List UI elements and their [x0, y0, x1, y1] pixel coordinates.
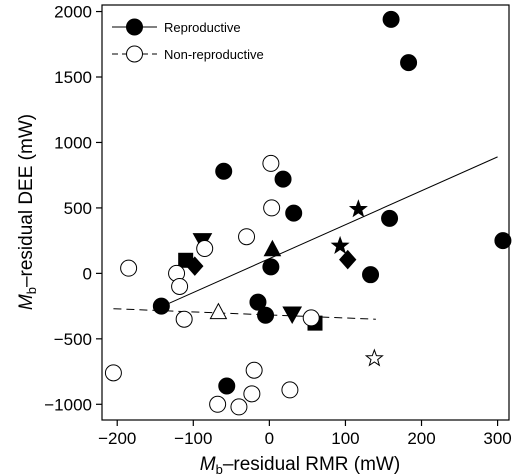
legend-label-reproductive: Reproductive — [164, 20, 241, 35]
data-point-non-reproductive-star — [364, 348, 384, 367]
data-point-reproductive-circle — [494, 232, 512, 250]
data-point-non-reproductive-circle — [171, 277, 189, 295]
data-point-non-reproductive-circle — [238, 228, 256, 246]
data-point-reproductive-star — [330, 235, 350, 254]
data-point-non-reproductive-circle — [281, 381, 299, 399]
plot-frame — [101, 4, 510, 421]
data-point-reproductive-circle — [215, 162, 233, 180]
x-axis-title-rest: –residual RMR (mW) — [223, 454, 400, 475]
data-point-reproductive-circle — [382, 10, 400, 28]
data-point-non-reproductive-circle — [243, 385, 261, 403]
data-point-reproductive-circle — [218, 377, 236, 395]
x-axis: −200 −100 0 100 200 300 — [98, 420, 512, 448]
y-axis-title: Mb–residual DEE (mW) — [16, 114, 39, 310]
data-point-non-reproductive-circle — [104, 364, 122, 382]
data-point-reproductive-circle — [262, 258, 280, 276]
y-axis-title-italic: M — [16, 294, 37, 310]
x-tick-label: 0 — [265, 429, 274, 448]
plot-area — [101, 4, 510, 421]
data-points — [104, 10, 512, 416]
data-point-reproductive-circle — [400, 54, 418, 72]
regression-line-reproductive — [162, 156, 498, 307]
regression-line-non-reproductive — [113, 308, 376, 320]
data-point-reproductive-diamond — [339, 249, 357, 270]
x-tick-label: −100 — [174, 429, 212, 448]
y-axis: −1000 −500 0 500 1000 1500 2000 — [44, 3, 102, 414]
x-axis-title-sub: b — [216, 462, 223, 475]
data-point-reproductive-triangle-up — [263, 239, 282, 257]
regression-lines — [113, 156, 498, 320]
data-point-reproductive-circle — [362, 266, 380, 284]
data-point-reproductive-circle — [285, 204, 303, 222]
data-point-reproductive-diamond — [186, 256, 204, 276]
x-tick-label: −200 — [98, 429, 136, 448]
y-tick-label: 0 — [83, 264, 92, 283]
data-point-non-reproductive-circle — [120, 259, 138, 277]
data-point-non-reproductive-circle — [230, 398, 248, 416]
data-point-reproductive-star — [348, 199, 368, 218]
y-tick-label: 1500 — [54, 68, 92, 87]
x-tick-label: 300 — [483, 429, 511, 448]
y-tick-label: 1000 — [54, 133, 92, 152]
data-point-non-reproductive-triangle-up — [209, 302, 228, 320]
y-axis-title-sub: b — [24, 287, 39, 294]
legend-marker-non-reproductive — [126, 45, 143, 63]
data-point-non-reproductive-circle — [209, 395, 227, 413]
x-tick-label: 200 — [407, 429, 435, 448]
data-point-reproductive-circle — [249, 293, 267, 311]
y-tick-label: 500 — [64, 199, 92, 218]
data-point-non-reproductive-circle — [245, 361, 263, 379]
x-axis-title: Mb–residual RMR (mW) — [200, 454, 400, 475]
x-tick-label: 100 — [331, 429, 359, 448]
data-point-non-reproductive-circle — [263, 199, 281, 217]
data-point-reproductive-circle — [381, 209, 399, 227]
data-point-reproductive-triangle-down — [282, 306, 303, 324]
data-point-reproductive-circle — [257, 306, 275, 324]
data-point-non-reproductive-circle — [196, 240, 214, 258]
y-tick-label: 2000 — [54, 3, 92, 22]
legend-marker-reproductive — [126, 18, 143, 36]
data-point-non-reproductive-circle — [302, 309, 320, 327]
x-axis-title-italic: M — [200, 454, 216, 475]
y-tick-label: −1000 — [44, 395, 92, 414]
data-point-reproductive-circle — [274, 170, 292, 188]
legend: Reproductive Non-reproductive — [112, 18, 264, 63]
data-point-reproductive-circle — [152, 297, 170, 315]
y-tick-label: −500 — [54, 330, 92, 349]
y-axis-title-rest: –residual DEE (mW) — [16, 114, 37, 287]
data-point-non-reproductive-circle — [262, 154, 280, 172]
legend-label-non-reproductive: Non-reproductive — [164, 47, 264, 62]
data-point-non-reproductive-circle — [175, 310, 193, 328]
